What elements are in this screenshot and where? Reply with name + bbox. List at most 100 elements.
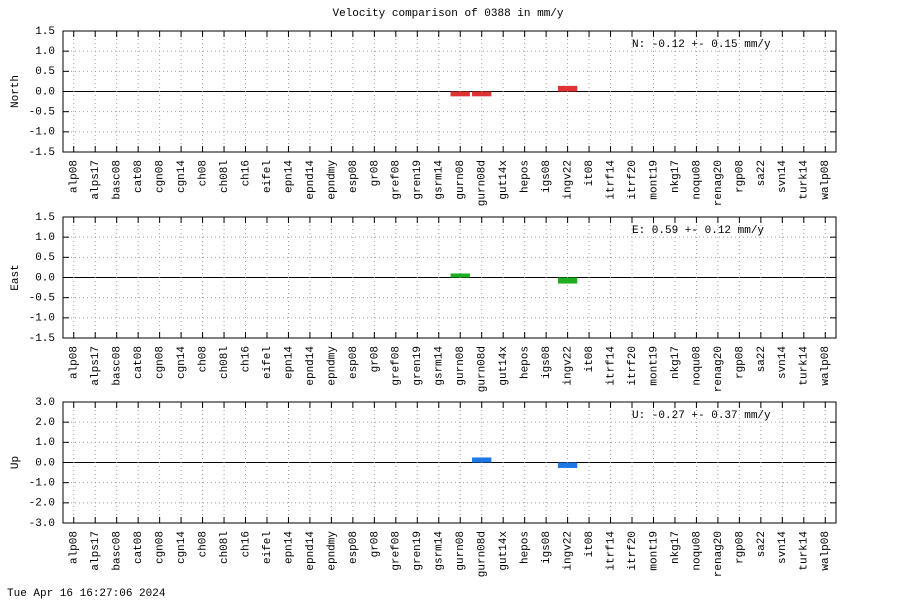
x-tick-label: ch08 xyxy=(197,531,209,557)
x-tick-label: ingv22 xyxy=(563,531,575,571)
x-tick-label: itrf20 xyxy=(627,531,639,571)
x-tick-label: itrf14 xyxy=(605,531,617,571)
x-tick-label: renag20 xyxy=(713,160,725,206)
x-tick-label: noqu08 xyxy=(691,160,703,200)
y-tick-label: -1.5 xyxy=(29,147,55,159)
x-tick-label: igs08 xyxy=(541,346,553,379)
x-tick-label: svn14 xyxy=(777,160,789,193)
x-tick-label: rgp08 xyxy=(734,531,746,564)
timestamp: Tue Apr 16 16:27:06 2024 xyxy=(7,588,166,600)
bar xyxy=(557,462,578,468)
x-tick-label: rgp08 xyxy=(734,346,746,379)
x-tick-label: epnd14 xyxy=(305,531,317,571)
x-tick-label: walp08 xyxy=(820,346,832,386)
x-tick-label: basc08 xyxy=(112,160,124,200)
y-tick-label: 1.5 xyxy=(35,26,55,38)
x-tick-label: gr08 xyxy=(369,346,381,372)
x-tick-label: igs08 xyxy=(541,160,553,193)
x-tick-label: igs08 xyxy=(541,531,553,564)
x-tick-label: hepos xyxy=(520,346,532,379)
x-tick-label: alps17 xyxy=(90,531,102,571)
y-tick-label: -1.0 xyxy=(29,313,55,325)
x-tick-label: it08 xyxy=(584,531,596,557)
annotation: E: 0.59 +- 0.12 mm/y xyxy=(632,225,764,237)
x-tick-label: eifel xyxy=(262,346,274,379)
x-tick-label: gsrm14 xyxy=(434,160,446,200)
x-tick-label: epn14 xyxy=(283,160,295,193)
x-tick-label: ch08 xyxy=(197,346,209,372)
bar xyxy=(450,273,470,278)
y-tick-label: 0.0 xyxy=(35,272,55,284)
x-tick-label: mont19 xyxy=(648,160,660,200)
y-tick-label: 0.0 xyxy=(35,457,55,469)
bar xyxy=(472,91,492,97)
bar xyxy=(557,85,578,92)
x-tick-label: hepos xyxy=(520,531,532,564)
x-tick-label: alp08 xyxy=(69,346,81,379)
x-tick-label: eifel xyxy=(262,160,274,193)
x-tick-label: itrf20 xyxy=(627,160,639,200)
x-tick-label: gurn08d xyxy=(477,531,489,577)
y-tick-label: 1.5 xyxy=(35,212,55,224)
x-tick-label: esp08 xyxy=(348,346,360,379)
y-tick-label: 1.0 xyxy=(35,232,55,244)
x-tick-label: gurn08 xyxy=(455,160,467,200)
x-tick-label: basc08 xyxy=(112,531,124,571)
x-tick-label: epn14 xyxy=(283,531,295,564)
x-tick-label: epndmy xyxy=(326,346,338,386)
bar xyxy=(450,91,470,97)
x-tick-label: gr08 xyxy=(369,531,381,557)
x-tick-label: gurn08 xyxy=(455,346,467,386)
x-tick-label: turk14 xyxy=(799,160,811,200)
y-axis-label: North xyxy=(10,75,22,108)
y-tick-label: 3.0 xyxy=(35,397,55,409)
x-tick-label: cgn14 xyxy=(176,531,188,564)
x-tick-label: epndmy xyxy=(326,160,338,200)
x-tick-label: basc08 xyxy=(112,346,124,386)
x-tick-label: esp08 xyxy=(348,160,360,193)
x-tick-label: cat08 xyxy=(133,346,145,379)
x-tick-label: epndmy xyxy=(326,531,338,571)
x-tick-label: ch08l xyxy=(219,160,231,193)
x-tick-label: mont19 xyxy=(648,531,660,571)
x-tick-label: gut14x xyxy=(498,346,510,386)
x-tick-label: cat08 xyxy=(133,531,145,564)
y-tick-label: -3.0 xyxy=(29,518,55,530)
x-tick-label: gurn08d xyxy=(477,346,489,392)
bar xyxy=(472,457,492,463)
x-tick-label: cat08 xyxy=(133,160,145,193)
x-tick-label: ingv22 xyxy=(563,160,575,200)
x-tick-label: gut14x xyxy=(498,160,510,200)
x-tick-label: svn14 xyxy=(777,346,789,379)
x-tick-label: turk14 xyxy=(799,346,811,386)
y-axis-label: Up xyxy=(10,456,22,469)
x-tick-label: ch16 xyxy=(240,160,252,186)
x-tick-label: gurn08d xyxy=(477,160,489,206)
x-tick-label: it08 xyxy=(584,160,596,186)
x-tick-label: walp08 xyxy=(820,160,832,200)
x-tick-label: itrf14 xyxy=(605,346,617,386)
x-tick-label: eifel xyxy=(262,531,274,564)
x-tick-label: cgn14 xyxy=(176,160,188,193)
y-tick-label: 1.0 xyxy=(35,46,55,58)
x-tick-label: it08 xyxy=(584,346,596,372)
y-tick-label: -0.5 xyxy=(29,293,55,305)
y-tick-label: -1.0 xyxy=(29,478,55,490)
x-tick-label: epnd14 xyxy=(305,346,317,386)
x-tick-label: alps17 xyxy=(90,160,102,200)
x-tick-label: cgn08 xyxy=(155,160,167,193)
x-tick-label: sa22 xyxy=(756,531,768,557)
x-tick-label: cgn14 xyxy=(176,346,188,379)
x-tick-label: renag20 xyxy=(713,346,725,392)
x-tick-label: gren19 xyxy=(412,531,424,571)
x-tick-label: cgn08 xyxy=(155,531,167,564)
plot-frame xyxy=(62,30,837,153)
x-tick-label: gref08 xyxy=(391,346,403,386)
y-tick-label: -1.0 xyxy=(29,127,55,139)
x-tick-label: esp08 xyxy=(348,531,360,564)
x-tick-label: ch08 xyxy=(197,160,209,186)
x-tick-label: ingv22 xyxy=(563,346,575,386)
x-tick-label: epnd14 xyxy=(305,160,317,200)
chart-title: Velocity comparison of 0388 in mm/y xyxy=(332,8,563,20)
